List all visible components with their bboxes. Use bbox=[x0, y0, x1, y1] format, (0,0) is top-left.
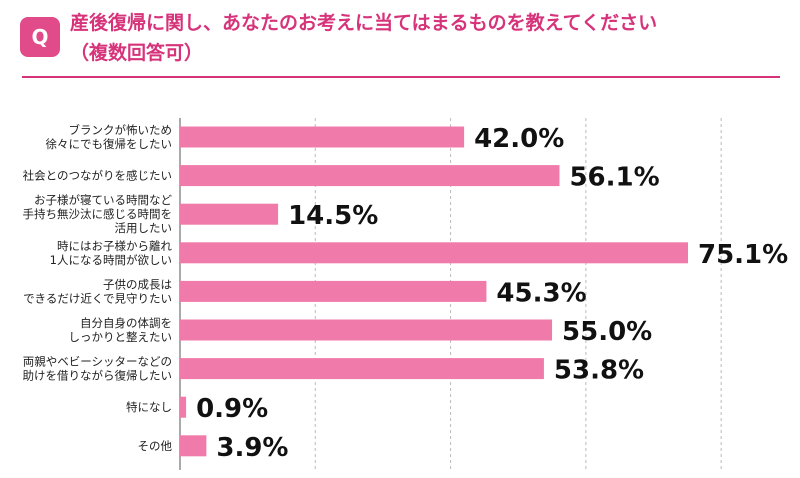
bar bbox=[180, 280, 487, 302]
value-label: 42.0% bbox=[474, 124, 564, 154]
category-label-line: 子供の成長は bbox=[103, 277, 172, 291]
value-label: 14.5% bbox=[288, 201, 378, 231]
category-label-line: 自分自身の体調を bbox=[80, 316, 172, 330]
title-divider bbox=[22, 76, 780, 78]
value-label: 55.0% bbox=[562, 317, 652, 347]
bar bbox=[180, 242, 688, 264]
page-title: 産後復帰に関し、あなたのお考えに当てはまるものを教えてください （複数回答可） bbox=[70, 8, 790, 68]
category-label-line: できるだけ近くで見守りたい bbox=[23, 291, 172, 305]
category-label-line: 活用したい bbox=[115, 221, 173, 235]
category-label: 社会とのつながりを感じたい bbox=[23, 169, 172, 183]
category-label: ブランクが怖いため徐々にでも復帰をしたい bbox=[46, 123, 173, 151]
category-label: 子供の成長はできるだけ近くで見守りたい bbox=[23, 277, 172, 305]
category-label-line: 時にはお子様から離れ bbox=[57, 239, 172, 253]
category-label-line: ブランクが怖いため bbox=[69, 123, 173, 137]
bar bbox=[180, 203, 279, 225]
question-badge: Q bbox=[20, 17, 60, 57]
bar bbox=[180, 319, 553, 341]
bar bbox=[180, 435, 207, 457]
value-labels: 42.0%56.1% 14.5% 75.1% 45.3% 55.0% 53.8% 0.9% 3… bbox=[196, 124, 788, 463]
title-line-1: 産後復帰に関し、あなたのお考えに当てはまるものを教えてください bbox=[70, 12, 658, 34]
bar bbox=[180, 396, 187, 418]
value-label: 0.9% bbox=[196, 394, 268, 424]
category-label-line: しっかりと整えたい bbox=[69, 330, 173, 344]
value-label: 45.3% bbox=[496, 278, 586, 308]
category-label: 自分自身の体調をしっかりと整えたい bbox=[69, 316, 173, 344]
category-label: 両親やベビーシッターなどの助けを借りながら復帰したい bbox=[23, 355, 173, 383]
category-label-line: 両親やベビーシッターなどの bbox=[23, 355, 172, 369]
bar bbox=[180, 165, 560, 187]
category-labels: ブランクが怖いため徐々にでも復帰をしたい社会とのつながりを感じたいお子様が寝てい… bbox=[23, 123, 173, 453]
bars bbox=[180, 126, 688, 457]
category-label-line: 特になし bbox=[126, 400, 172, 414]
category-label: 時にはお子様から離れ 1人になる時間が欲しい bbox=[50, 239, 173, 267]
bar bbox=[180, 126, 465, 148]
bar bbox=[180, 358, 544, 380]
category-label-line: お子様が寝ている時間など bbox=[34, 193, 172, 207]
value-label: 75.1% bbox=[698, 240, 788, 270]
value-label: 56.1% bbox=[569, 163, 659, 193]
category-label-line: その他 bbox=[138, 439, 173, 453]
category-label-line: 社会とのつながりを感じたい bbox=[23, 169, 172, 183]
category-label-line: 1人になる時間が欲しい bbox=[50, 253, 172, 267]
category-label-line: 手持ち無沙汰に感じる時間を bbox=[23, 207, 173, 221]
title-line-2: （複数回答可） bbox=[70, 42, 204, 64]
category-label-line: 徐々にでも復帰をしたい bbox=[46, 137, 173, 151]
value-label: 53.8% bbox=[554, 356, 644, 386]
category-label: その他 bbox=[138, 439, 173, 453]
value-label: 3.9% bbox=[216, 433, 288, 463]
category-label: 特になし bbox=[126, 400, 172, 414]
category-label: お子様が寝ている時間など手持ち無沙汰に感じる時間を活用したい bbox=[23, 193, 173, 235]
category-label-line: 助けを借りながら復帰したい bbox=[23, 369, 173, 383]
